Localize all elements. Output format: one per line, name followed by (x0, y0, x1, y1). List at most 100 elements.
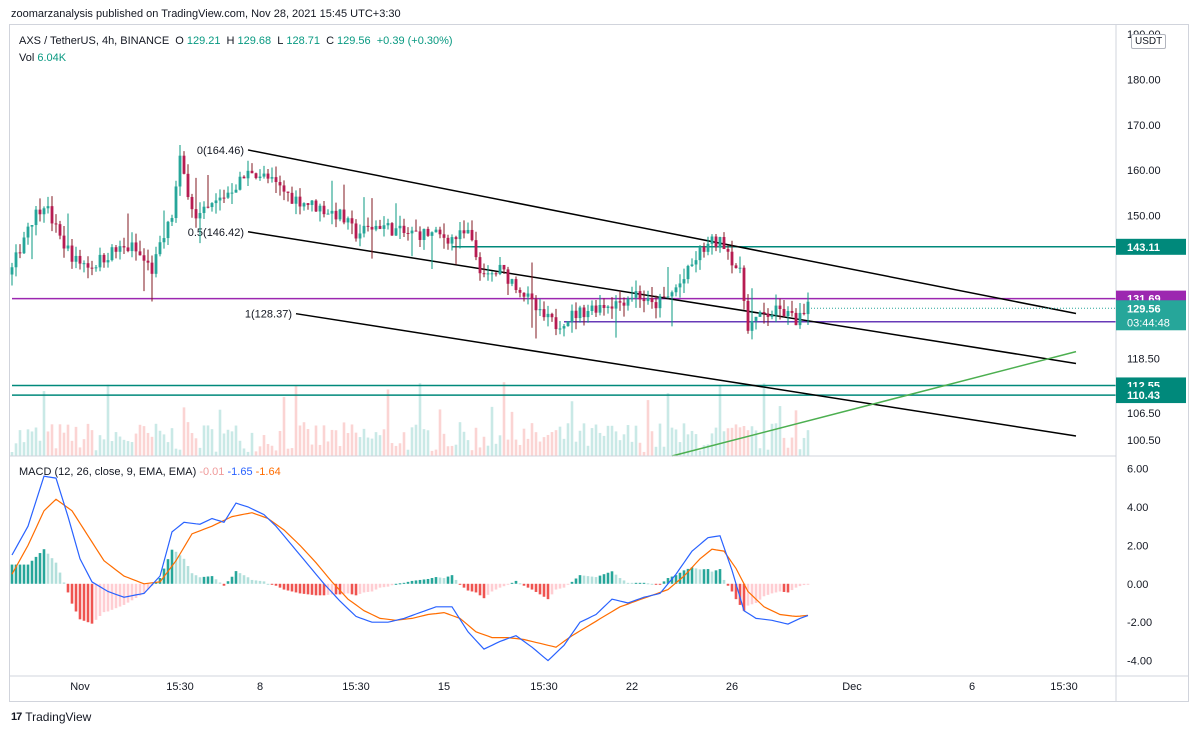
volume-bar (170, 428, 174, 456)
brand-name: TradingView (25, 710, 92, 724)
candle-body (214, 200, 218, 204)
macd-histogram-bar (34, 556, 38, 584)
macd-histogram-bar (22, 564, 26, 584)
macd-tick-label: -2.00 (1127, 617, 1152, 629)
macd-histogram-bar (246, 577, 250, 584)
volume-bar (230, 431, 234, 456)
currency-button[interactable]: USDT (1131, 34, 1167, 49)
candle-body (266, 173, 270, 179)
volume-bar (386, 389, 390, 456)
candle-body (526, 293, 530, 297)
candle-body (422, 228, 426, 240)
last-price-text: 129.56 (1127, 303, 1161, 315)
volume-bar (590, 428, 594, 456)
volume-bar (530, 423, 534, 456)
macd-histogram-bar (602, 574, 606, 584)
candle-body (58, 224, 62, 236)
macd-histogram-bar (766, 583, 770, 595)
volume-bar (762, 383, 766, 456)
macd-histogram-bar (126, 583, 130, 603)
candle-body (150, 262, 154, 274)
macd-histogram-bar (198, 577, 202, 584)
candle-body (770, 315, 774, 317)
candle-body (334, 210, 338, 220)
volume-bar (46, 431, 50, 456)
macd-tick-label: 4.00 (1127, 502, 1148, 514)
volume-bar (326, 441, 330, 456)
volume-bar (86, 423, 90, 456)
candle-body (638, 291, 642, 300)
footer-brand[interactable]: 17 TradingView (11, 710, 91, 724)
candle-body (774, 305, 778, 316)
volume-bar (770, 423, 774, 456)
macd-histogram-bar (474, 583, 478, 593)
volume-bar (314, 425, 318, 456)
candle-body (646, 298, 650, 302)
candle-body (546, 313, 550, 318)
candle-body (250, 170, 254, 174)
volume-bar (498, 435, 502, 456)
volume-bar (542, 437, 546, 456)
macd-histogram-bar (106, 583, 110, 612)
macd-histogram-bar (598, 575, 602, 584)
volume-bar (26, 429, 30, 456)
volume-bar (698, 450, 702, 456)
time-tick-label: 6 (969, 681, 975, 693)
volume-bar (442, 433, 446, 456)
candle-body (42, 208, 46, 215)
volume-bar (446, 446, 450, 456)
volume-bar (566, 423, 570, 456)
volume-bar (38, 440, 42, 456)
macd-histogram-bar (238, 573, 242, 584)
volume-bar (226, 429, 230, 456)
macd-histogram-bar (86, 583, 90, 623)
volume-bar (126, 441, 130, 456)
volume-bar (378, 435, 382, 456)
volume-bar (214, 451, 218, 456)
macd-histogram-bar (134, 583, 138, 599)
macd-histogram-bar (294, 583, 298, 593)
macd-histogram-bar (54, 562, 58, 584)
macd-histogram-bar (502, 583, 506, 587)
candle-body (478, 257, 482, 274)
candle-body (486, 273, 490, 275)
price-tick-label: 150.00 (1127, 211, 1161, 223)
candle-body (558, 328, 562, 330)
volume-bar (626, 425, 630, 456)
volume-bar (742, 426, 746, 456)
macd-histogram-bar (354, 583, 358, 596)
volume-bar (458, 422, 462, 456)
macd-histogram-bar (206, 576, 210, 584)
candle-body (474, 240, 478, 258)
candle-body (146, 260, 150, 263)
volume-bar (778, 406, 782, 456)
candle-body (202, 206, 206, 214)
volume-bar (358, 437, 362, 456)
macd-histogram-bar (738, 583, 742, 605)
macd-histogram-bar (406, 581, 410, 584)
candle-body (14, 252, 18, 268)
macd-histogram-bar (378, 583, 382, 588)
macd-histogram-bar (270, 583, 274, 585)
volume-bar (302, 422, 306, 456)
candle-body (362, 225, 366, 234)
volume-bar (146, 432, 150, 456)
price-tick-label: 100.50 (1127, 435, 1161, 447)
candle-body (34, 209, 38, 226)
volume-bar (182, 407, 186, 456)
close-value: 129.56 (337, 35, 371, 47)
candle-body (162, 238, 166, 243)
volume-bar (218, 409, 222, 456)
volume-bar (238, 440, 242, 456)
volume-bar (342, 422, 346, 456)
macd-histogram-bar (182, 558, 186, 584)
macd-tick-label: -4.00 (1127, 656, 1152, 668)
macd-histogram-bar (626, 582, 630, 584)
macd-histogram-bar (242, 575, 246, 584)
volume-bar (94, 450, 98, 456)
candle-body (678, 283, 682, 288)
macd-histogram-bar (390, 583, 394, 586)
candle-body (286, 191, 290, 193)
volume-bar (478, 447, 482, 456)
